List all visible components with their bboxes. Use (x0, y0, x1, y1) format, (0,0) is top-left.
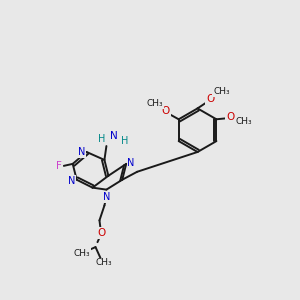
Text: N: N (68, 176, 75, 186)
Text: N: N (110, 131, 118, 141)
Text: CH₃: CH₃ (147, 99, 163, 108)
Text: H: H (98, 134, 105, 144)
Text: N: N (103, 192, 110, 202)
Text: F: F (56, 161, 62, 171)
Text: O: O (162, 106, 170, 116)
Text: H: H (121, 136, 128, 146)
Text: CH₃: CH₃ (95, 258, 112, 267)
Text: CH₃: CH₃ (213, 87, 230, 96)
Text: O: O (226, 112, 234, 122)
Text: CH₃: CH₃ (236, 117, 253, 126)
Text: N: N (78, 147, 85, 157)
Text: N: N (128, 158, 135, 168)
Text: CH₃: CH₃ (73, 248, 90, 257)
Text: O: O (206, 94, 214, 104)
Text: O: O (97, 228, 106, 238)
